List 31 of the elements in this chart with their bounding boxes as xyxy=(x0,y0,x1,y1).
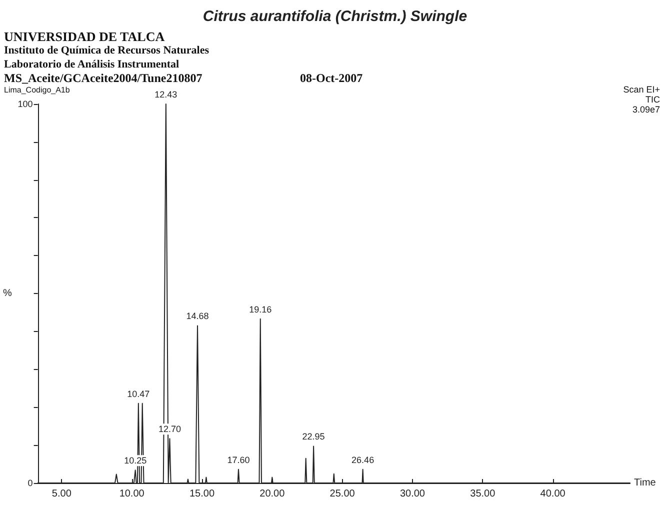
chart-title: Citrus aurantifolia (Christm.) Swingle xyxy=(202,8,468,25)
text: 3.09e7 xyxy=(632,104,660,114)
annotation: 19.16 xyxy=(249,304,272,314)
x-tick-label: 40.00 xyxy=(540,488,566,500)
x-tick-label: 10.00 xyxy=(119,488,145,500)
y-tick-label: 100 xyxy=(18,99,33,109)
text: Instituto de Química de Recursos Naturales xyxy=(4,44,210,56)
annotation: 10.25 xyxy=(124,456,147,466)
x-tick-label: 5.00 xyxy=(52,488,72,500)
annotation: 22.95 xyxy=(302,432,325,442)
annotation: 12.43 xyxy=(154,90,178,100)
annotation: 12.70 xyxy=(158,424,181,434)
x-tick-label: 25.00 xyxy=(330,488,356,500)
x-tick-label: 30.00 xyxy=(400,488,426,500)
annotation: 17.60 xyxy=(227,454,250,465)
x-axis-title: Time xyxy=(634,478,656,488)
annotation: 26.46 xyxy=(352,454,374,465)
annotation: 14.68 xyxy=(186,311,209,322)
y-tick-label: 0 xyxy=(28,478,33,488)
text: TIC xyxy=(646,94,660,104)
text: 08-Oct-2007 xyxy=(300,71,363,85)
x-tick-label: 15.00 xyxy=(189,488,215,500)
text: Lima_Codigo_A1b xyxy=(4,86,70,94)
x-tick-label: 20.00 xyxy=(260,488,286,500)
text: UNIVERSIDAD DE TALCA xyxy=(4,29,166,44)
text: Laboratorio de Análisis Instrumental xyxy=(4,58,180,70)
text: MS_Aceite/GCAceite2004/Tune210807 xyxy=(4,71,202,85)
x-tick-label: 35.00 xyxy=(470,488,496,500)
text: Scan EI+ xyxy=(623,84,660,94)
y-axis-title: % xyxy=(2,288,12,299)
annotation: 10.47 xyxy=(127,388,150,399)
